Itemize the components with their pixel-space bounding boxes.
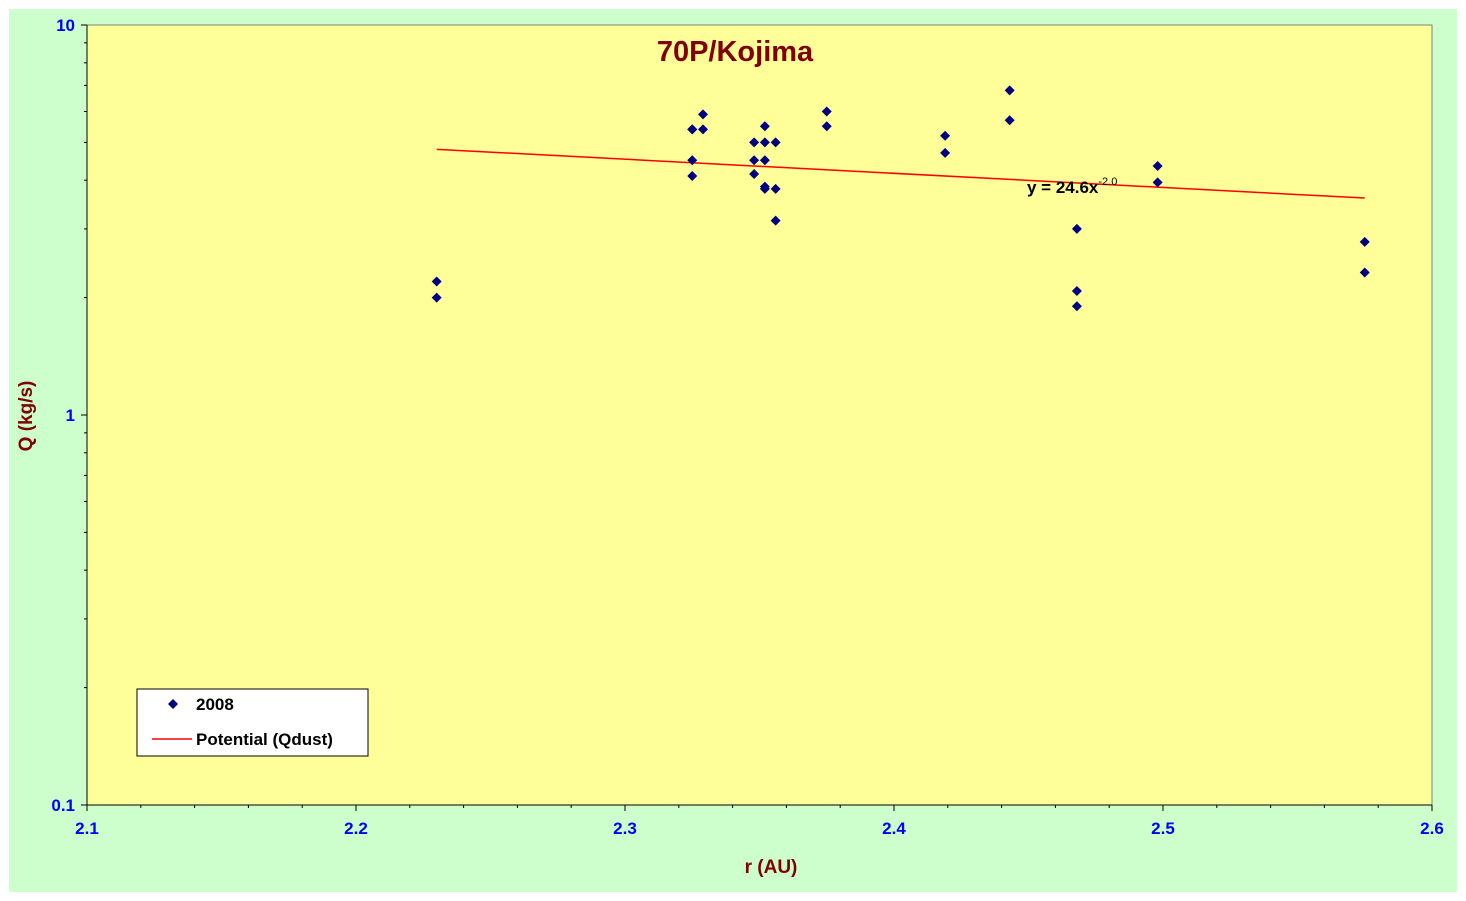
legend-box <box>136 688 369 757</box>
y-axis-title: Q (kg/s) <box>16 381 37 452</box>
data-point <box>759 183 770 194</box>
legend: 2008 Potential (Qdust) <box>136 688 369 757</box>
data-point <box>698 124 709 135</box>
trend-line <box>436 148 1365 199</box>
data-point <box>687 155 698 166</box>
data-point <box>770 215 781 226</box>
trendline-equation: y = 24.6x-2.0 <box>1027 176 1117 197</box>
data-point <box>1004 85 1015 96</box>
data-point <box>1152 177 1163 188</box>
data-point <box>1004 115 1015 126</box>
x-tick-label: 2.6 <box>1420 819 1444 838</box>
data-point <box>687 124 698 135</box>
data-point <box>431 276 442 287</box>
x-tick-label: 2.5 <box>1151 819 1175 838</box>
data-point <box>749 155 760 166</box>
data-point <box>1071 223 1082 234</box>
legend-diamond-icon <box>168 699 178 709</box>
data-point <box>1359 236 1370 247</box>
data-point <box>431 292 442 303</box>
data-point <box>749 168 760 179</box>
data-point <box>759 121 770 132</box>
data-point <box>821 106 832 117</box>
data-point <box>1071 301 1082 312</box>
legend-label-trend: Potential (Qdust) <box>196 730 333 749</box>
y-axis: 0.1 1 10 <box>51 16 88 815</box>
data-point <box>821 121 832 132</box>
data-points <box>431 85 1370 312</box>
data-point <box>1071 285 1082 296</box>
equation-exponent: -2.0 <box>1098 176 1117 188</box>
y-tick-label: 0.1 <box>51 796 75 815</box>
data-point <box>759 137 770 148</box>
data-point <box>940 130 951 141</box>
y-tick-label: 1 <box>66 406 75 425</box>
chart-title: 70P/Kojima <box>657 36 814 68</box>
data-point <box>759 155 770 166</box>
data-point <box>940 147 951 158</box>
data-point <box>687 171 698 182</box>
data-point <box>749 137 760 148</box>
x-axis-title: r (AU) <box>745 857 798 878</box>
data-point <box>770 137 781 148</box>
x-tick-label: 2.3 <box>613 819 637 838</box>
legend-label-series: 2008 <box>196 695 234 714</box>
data-point <box>770 183 781 194</box>
x-tick-label: 2.1 <box>75 819 99 838</box>
x-axis: 2.1 2.2 2.3 2.4 2.5 2.6 <box>75 804 1444 838</box>
plot-area <box>86 24 1433 806</box>
x-tick-label: 2.4 <box>882 819 906 838</box>
data-point <box>1152 160 1163 171</box>
x-tick-label: 2.2 <box>344 819 368 838</box>
data-point <box>698 109 709 120</box>
equation-base: y = 24.6x <box>1027 178 1099 197</box>
data-point <box>1359 267 1370 278</box>
y-tick-label: 10 <box>56 16 75 35</box>
